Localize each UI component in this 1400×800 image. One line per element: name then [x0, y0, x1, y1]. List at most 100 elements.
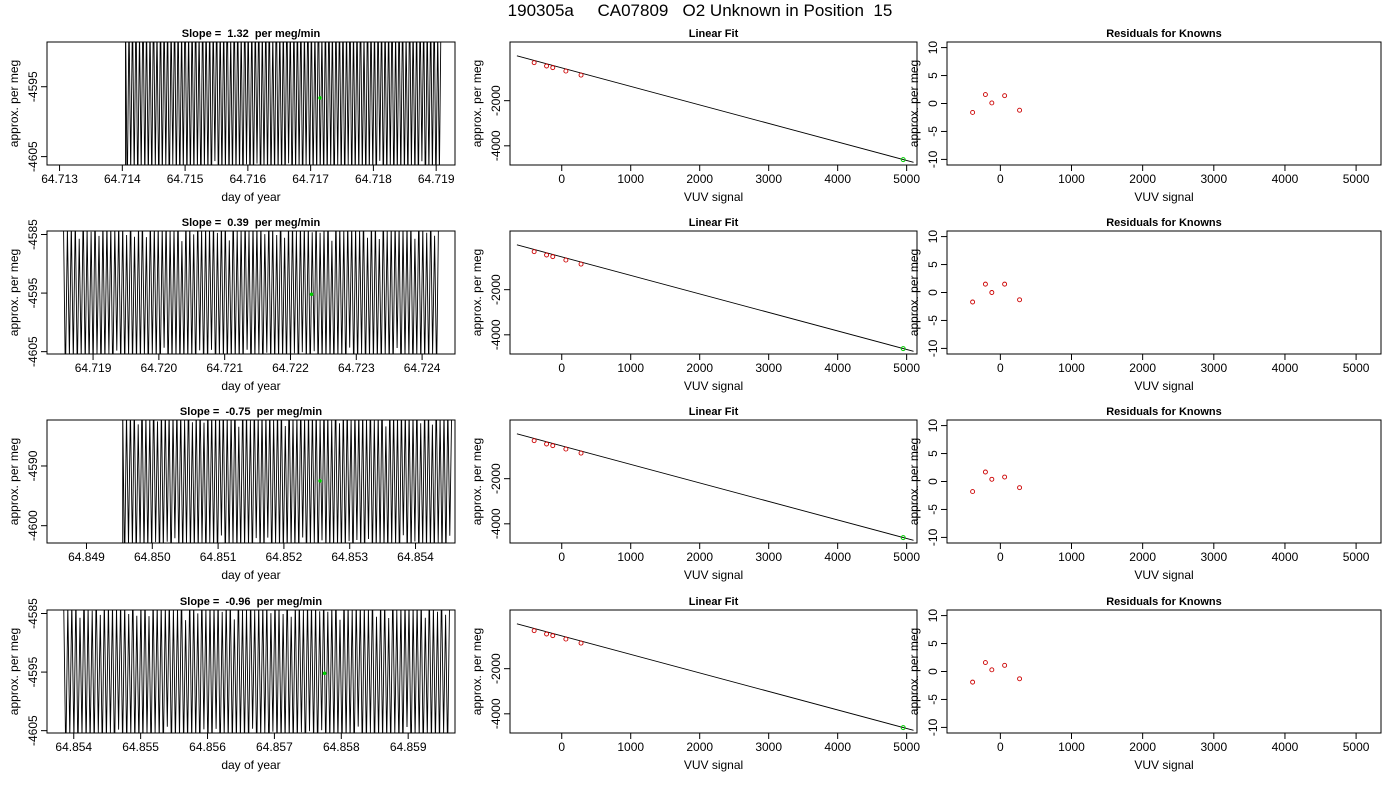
data-trace [122, 420, 452, 543]
x-axis-label: VUV signal [684, 758, 743, 772]
y-tick-label: 10 [926, 230, 940, 244]
x-tick-label: 5000 [1343, 172, 1370, 186]
unknown-marker [322, 671, 327, 676]
panel-title: Residuals for Knowns [1106, 596, 1222, 608]
x-tick-label: 3000 [1200, 172, 1227, 186]
x-tick-label: 4000 [824, 172, 851, 186]
x-tick-label: 0 [558, 361, 565, 375]
y-tick-label: -4000 [489, 508, 503, 539]
x-tick-label: 64.713 [41, 172, 78, 186]
x-tick-label: 4000 [824, 740, 851, 754]
x-tick-label: 64.715 [167, 172, 204, 186]
plot-frame [509, 609, 918, 734]
plot-frame [509, 41, 918, 166]
fit-line [516, 433, 914, 541]
known-point [1017, 485, 1023, 491]
fit-line [516, 244, 914, 352]
x-tick-label: 64.856 [189, 740, 226, 754]
x-tick-label: 64.716 [230, 172, 267, 186]
fit-line [516, 623, 914, 731]
x-tick-label: 2000 [1129, 361, 1156, 375]
known-point [531, 249, 537, 255]
panel-title: Residuals for Knowns [1106, 28, 1222, 40]
plot-area [516, 244, 914, 352]
x-axis-label: VUV signal [1134, 758, 1193, 772]
panel-title: Residuals for Knowns [1106, 217, 1222, 229]
unknown-point [900, 346, 906, 352]
x-tick-label: 1000 [1058, 361, 1085, 375]
panel-title: Linear Fit [689, 217, 739, 229]
data-trace [63, 610, 450, 733]
known-point [550, 443, 556, 449]
y-tick-label: -4605 [26, 141, 40, 172]
x-axis-label: VUV signal [684, 568, 743, 582]
panel-2-3: Residuals for Knowns VUV signal approx. pe… [907, 217, 1382, 393]
x-axis-label: VUV signal [684, 190, 743, 204]
y-tick-label: -4595 [26, 656, 40, 687]
known-point [550, 254, 556, 260]
x-tick-label: 1000 [617, 550, 644, 564]
y-tick-label: 0 [926, 289, 940, 296]
plot-frame [46, 609, 456, 734]
panel-title: Linear Fit [689, 596, 739, 608]
y-tick-label: -4590 [26, 450, 40, 481]
known-point [563, 68, 569, 74]
x-tick-label: 5000 [1343, 361, 1370, 375]
x-tick-label: 2000 [1129, 550, 1156, 564]
x-tick-label: 64.723 [338, 361, 375, 375]
y-tick-label: -10 [926, 150, 940, 168]
y-tick-label: -5 [926, 315, 940, 326]
y-tick-label: -4000 [489, 319, 503, 350]
known-point [563, 636, 569, 642]
panel-2-2: Linear Fit VUV signal approx. per meg 0 1000… [470, 217, 920, 393]
x-tick-label: 64.854 [55, 740, 92, 754]
known-point [989, 100, 995, 106]
plot-area [63, 610, 450, 733]
known-point [970, 679, 976, 685]
y-axis-label: approx. per meg [907, 249, 921, 336]
x-axis-label: day of year [221, 758, 280, 772]
y-axis-label: approx. per meg [7, 60, 21, 147]
known-point [578, 261, 584, 267]
panel-title: Slope = 0.39 per meg/min [182, 217, 321, 229]
y-tick-label: -4605 [26, 336, 40, 367]
known-point [1002, 281, 1008, 287]
x-tick-label: 2000 [1129, 740, 1156, 754]
x-tick-label: 64.719 [75, 361, 112, 375]
y-axis-label: approx. per meg [470, 60, 484, 147]
y-axis-label: approx. per meg [470, 438, 484, 525]
x-tick-label: 0 [997, 172, 1004, 186]
data-trace [63, 231, 439, 354]
x-tick-label: 1000 [1058, 172, 1085, 186]
plot-frame [46, 41, 456, 166]
x-tick-label: 2000 [686, 550, 713, 564]
x-tick-label: 5000 [1343, 550, 1370, 564]
x-tick-label: 4000 [1272, 550, 1299, 564]
x-axis-label: day of year [221, 190, 280, 204]
x-tick-label: 4000 [1272, 172, 1299, 186]
y-tick-label: 5 [926, 261, 940, 268]
plot-area [122, 420, 452, 543]
x-tick-label: 3000 [755, 740, 782, 754]
panel-3-3: Residuals for Knowns VUV signal approx. pe… [907, 406, 1382, 582]
plot-area [516, 623, 914, 731]
x-tick-label: 0 [558, 740, 565, 754]
panel-title: Linear Fit [689, 28, 739, 40]
y-tick-label: 5 [926, 72, 940, 79]
known-point [989, 476, 995, 482]
x-tick-label: 64.855 [122, 740, 159, 754]
plot-area [970, 92, 1023, 115]
x-tick-label: 5000 [893, 550, 920, 564]
plot-area [970, 281, 1023, 305]
unknown-marker [309, 292, 314, 297]
plot-area [516, 55, 914, 163]
x-tick-label: 2000 [686, 361, 713, 375]
panel-4-2: Linear Fit VUV signal approx. per meg 0 1000… [470, 596, 920, 772]
y-tick-label: 0 [926, 478, 940, 485]
y-axis-label: approx. per meg [7, 438, 21, 525]
x-tick-label: 2000 [686, 740, 713, 754]
x-tick-label: 64.849 [68, 550, 105, 564]
y-tick-label: 10 [926, 609, 940, 623]
known-point [563, 446, 569, 452]
plot-frame [946, 609, 1382, 734]
